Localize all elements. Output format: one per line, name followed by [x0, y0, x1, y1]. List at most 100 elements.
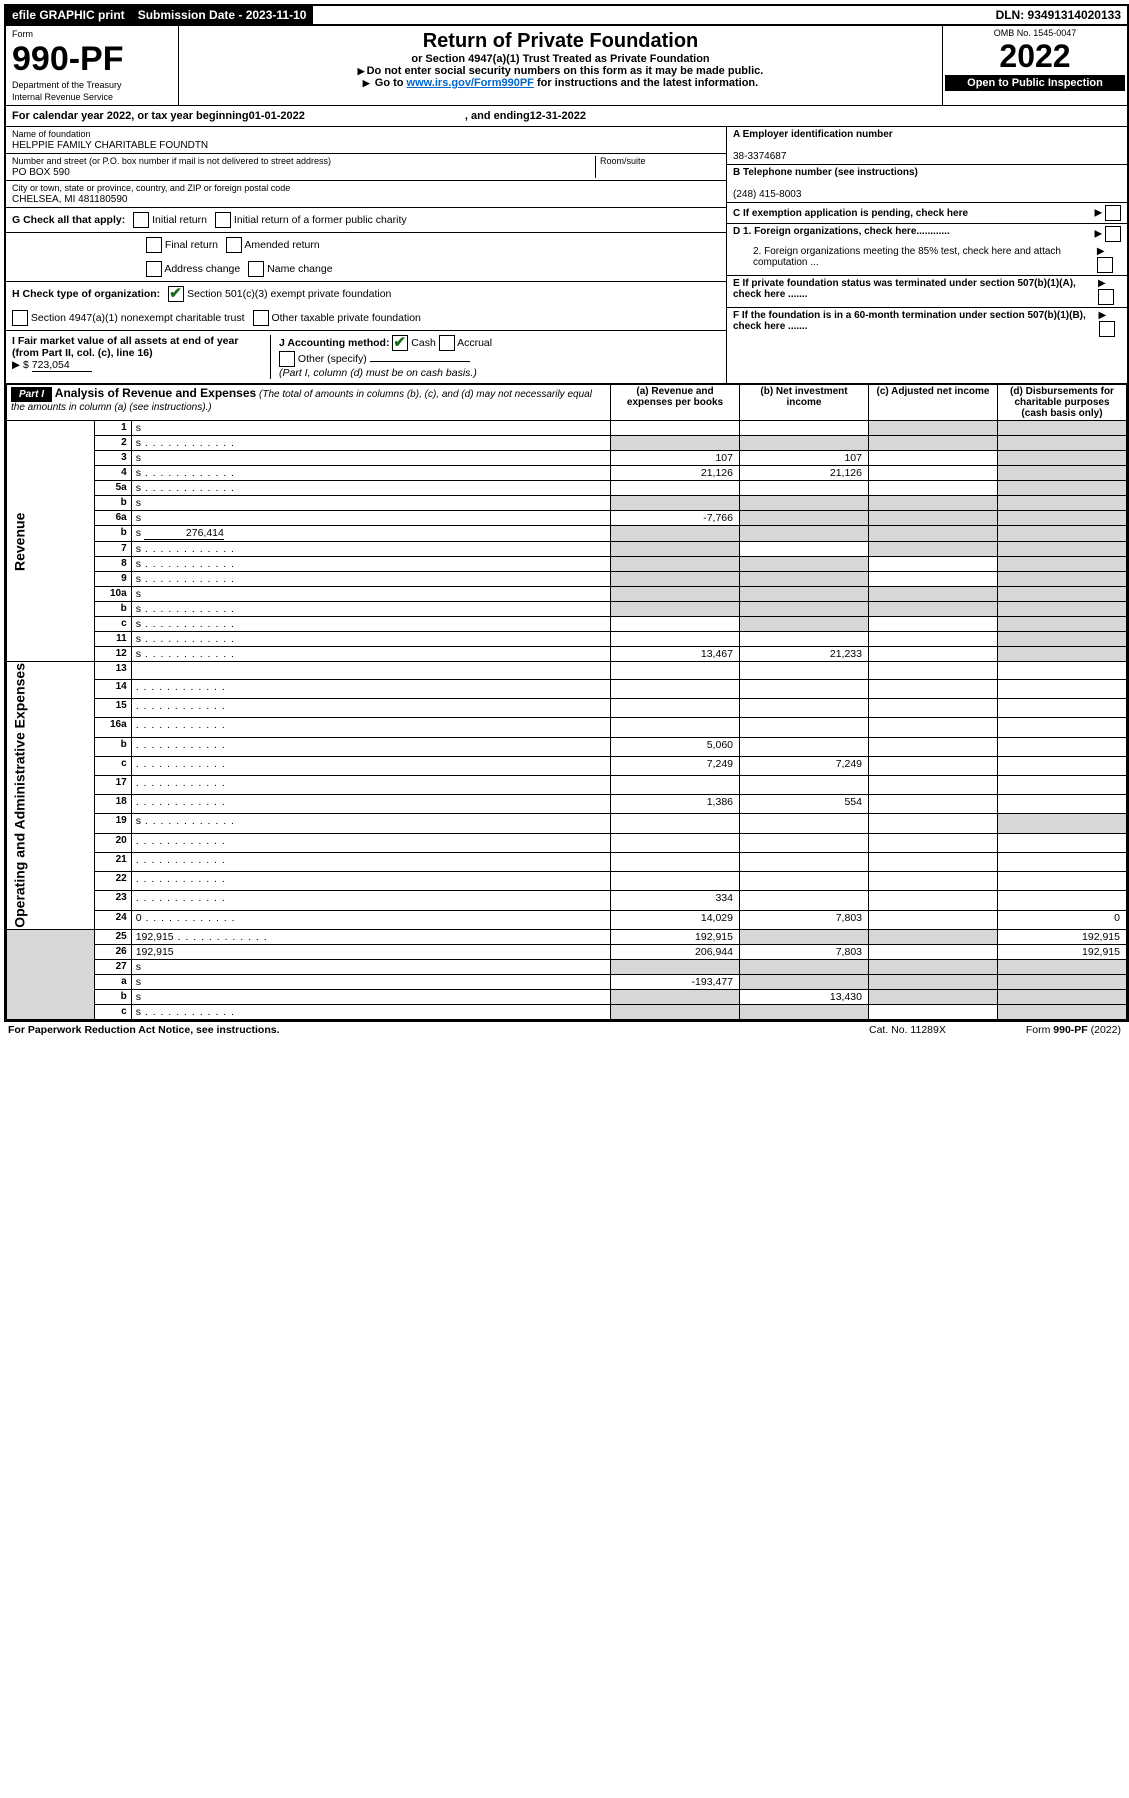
value-cell — [998, 421, 1127, 436]
line-number: b — [94, 526, 131, 542]
line-description: s — [131, 542, 610, 557]
table-row: 25192,915192,915192,915 — [7, 929, 1127, 944]
line-number: a — [94, 974, 131, 989]
value-cell: 334 — [611, 891, 740, 910]
line-number: 3 — [94, 451, 131, 466]
line-description: s — [131, 511, 610, 526]
col-a-header: (a) Revenue and expenses per books — [611, 385, 740, 421]
value-cell — [998, 679, 1127, 698]
foundation-address: PO BOX 590 — [12, 167, 70, 178]
col-b-header: (b) Net investment income — [740, 385, 869, 421]
c-checkbox[interactable] — [1105, 205, 1121, 221]
part1-table: Part I Analysis of Revenue and Expenses … — [6, 384, 1127, 1020]
bottom-side — [7, 929, 95, 1019]
c-label: C If exemption application is pending, c… — [733, 208, 968, 219]
phone-value: (248) 415-8003 — [733, 189, 801, 200]
line-number: c — [94, 1004, 131, 1019]
dln: DLN: 93491314020133 — [990, 6, 1127, 24]
year-begin: 01-01-2022 — [249, 110, 305, 122]
value-cell — [869, 833, 998, 852]
page-footer: For Paperwork Reduction Act Notice, see … — [4, 1022, 1125, 1038]
line-description: s — [131, 959, 610, 974]
accrual-checkbox[interactable] — [439, 335, 455, 351]
line-number: 17 — [94, 776, 131, 795]
h-label: H Check type of organization: — [12, 288, 160, 300]
value-cell — [869, 421, 998, 436]
value-cell — [611, 989, 740, 1004]
value-cell — [740, 1004, 869, 1019]
table-row: 12s13,46721,233 — [7, 647, 1127, 662]
value-cell — [611, 959, 740, 974]
footer-right: Form Form 990-PF (2022)990-PF (2022) — [1026, 1024, 1121, 1036]
line-description — [131, 699, 610, 718]
line-description: 192,915 — [131, 929, 610, 944]
line-number: 15 — [94, 699, 131, 718]
line-description: s — [131, 989, 610, 1004]
value-cell — [611, 776, 740, 795]
value-cell: 7,249 — [611, 756, 740, 775]
address-change-checkbox[interactable] — [146, 261, 162, 277]
e-label: E If private foundation status was termi… — [733, 278, 1098, 305]
value-cell: 7,803 — [740, 910, 869, 929]
value-cell — [869, 814, 998, 833]
line-description: s 276,414 — [131, 526, 610, 542]
table-row: c7,2497,249 — [7, 756, 1127, 775]
value-cell — [998, 451, 1127, 466]
col-c-header: (c) Adjusted net income — [869, 385, 998, 421]
form-header: Form 990-PF Department of the Treasury I… — [6, 26, 1127, 106]
value-cell — [869, 776, 998, 795]
value-cell — [869, 526, 998, 542]
tax-year: 2022 — [945, 38, 1125, 75]
e-checkbox[interactable] — [1098, 289, 1114, 305]
cash-checkbox[interactable] — [392, 335, 408, 351]
line-number: b — [94, 737, 131, 756]
instructions-link[interactable]: www.irs.gov/Form990PF — [407, 77, 534, 89]
value-cell — [998, 542, 1127, 557]
initial-former-checkbox[interactable] — [215, 212, 231, 228]
value-cell — [740, 662, 869, 680]
other-method-checkbox[interactable] — [279, 351, 295, 367]
open-inspection: Open to Public Inspection — [945, 75, 1125, 91]
table-row: 22 — [7, 872, 1127, 891]
table-row: 181,386554 — [7, 795, 1127, 814]
value-cell: 554 — [740, 795, 869, 814]
name-change-checkbox[interactable] — [248, 261, 264, 277]
value-cell — [998, 557, 1127, 572]
value-cell: 7,249 — [740, 756, 869, 775]
line-number: 21 — [94, 852, 131, 871]
calendar-year-row: For calendar year 2022, or tax year begi… — [6, 106, 1127, 127]
table-row: 15 — [7, 699, 1127, 718]
value-cell: 1,386 — [611, 795, 740, 814]
value-cell — [869, 699, 998, 718]
value-cell — [869, 602, 998, 617]
value-cell — [869, 679, 998, 698]
d2-label: 2. Foreign organizations meeting the 85%… — [733, 246, 1097, 273]
g-label: G Check all that apply: — [12, 214, 125, 226]
d1-checkbox[interactable] — [1105, 226, 1121, 242]
line-number: b — [94, 989, 131, 1004]
value-cell — [998, 602, 1127, 617]
amended-return-checkbox[interactable] — [226, 237, 242, 253]
value-cell — [740, 929, 869, 944]
value-cell — [998, 872, 1127, 891]
foundation-city: CHELSEA, MI 481180590 — [12, 194, 127, 205]
final-return-checkbox[interactable] — [146, 237, 162, 253]
value-cell — [998, 776, 1127, 795]
table-row: 10as — [7, 587, 1127, 602]
value-cell — [611, 572, 740, 587]
form-subtitle: or Section 4947(a)(1) Trust Treated as P… — [183, 53, 938, 65]
other-taxable-checkbox[interactable] — [253, 310, 269, 326]
value-cell — [869, 587, 998, 602]
value-cell — [869, 756, 998, 775]
f-checkbox[interactable] — [1099, 321, 1115, 337]
value-cell — [869, 795, 998, 814]
value-cell — [869, 737, 998, 756]
line-description — [131, 662, 610, 680]
line-number: 20 — [94, 833, 131, 852]
4947a1-checkbox[interactable] — [12, 310, 28, 326]
line-number: 12 — [94, 647, 131, 662]
d2-checkbox[interactable] — [1097, 257, 1113, 273]
501c3-checkbox[interactable] — [168, 286, 184, 302]
value-cell — [869, 891, 998, 910]
initial-return-checkbox[interactable] — [133, 212, 149, 228]
